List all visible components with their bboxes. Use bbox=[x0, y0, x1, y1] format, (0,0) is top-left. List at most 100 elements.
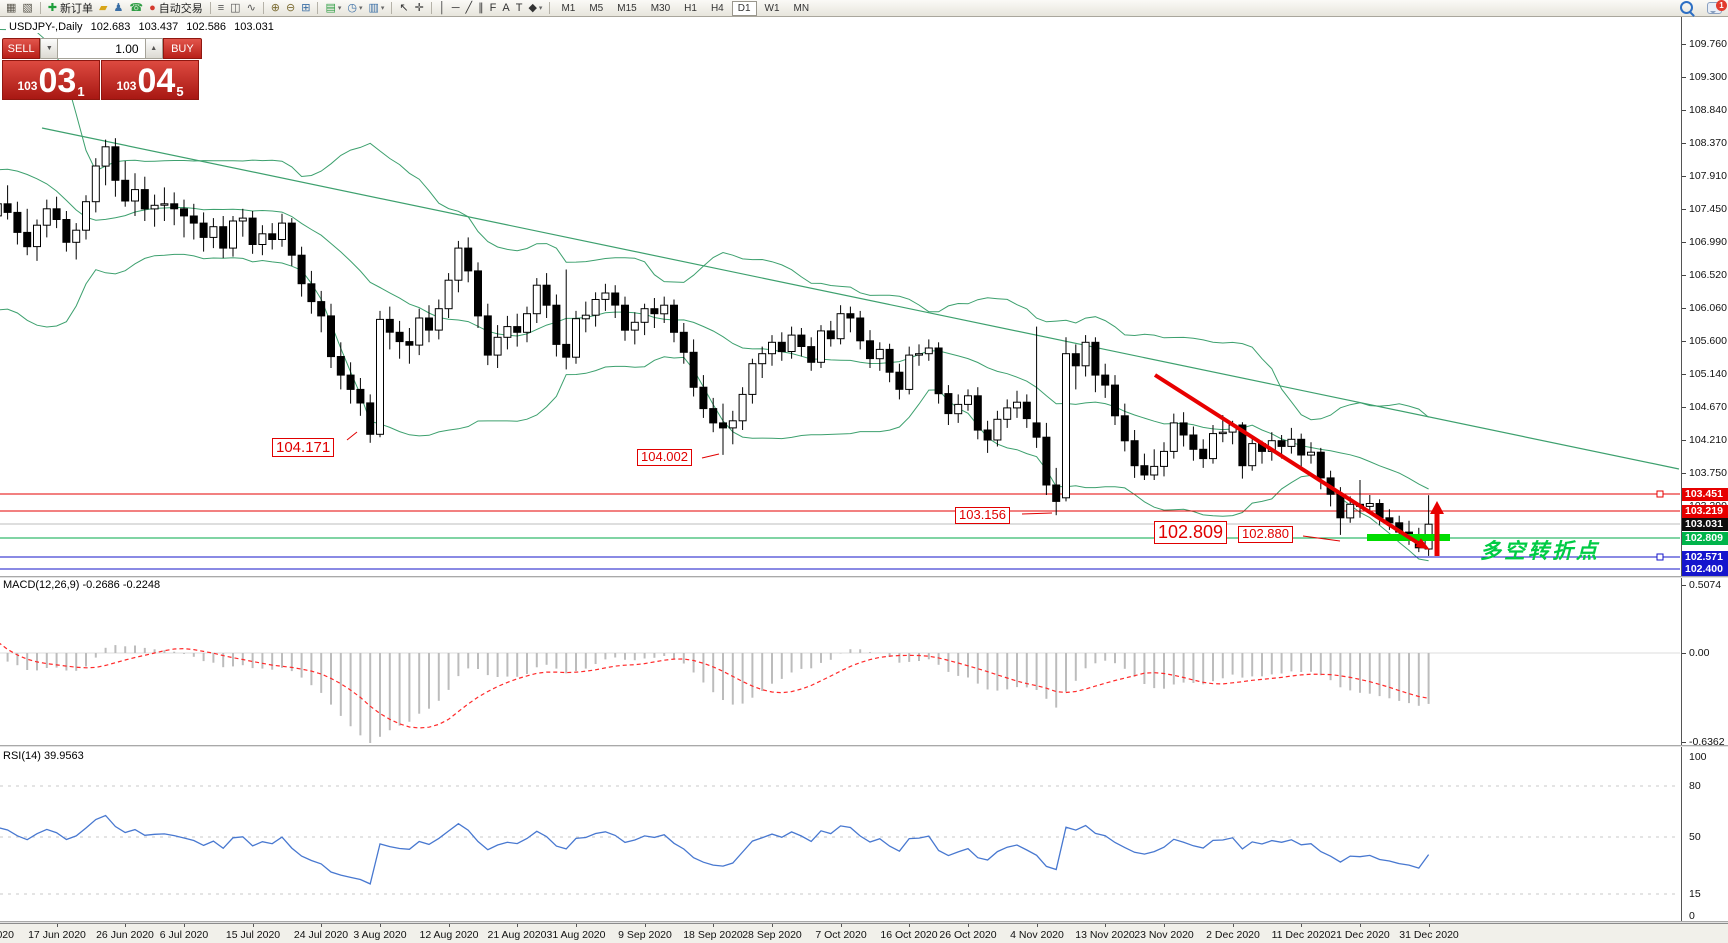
date-tick bbox=[576, 924, 577, 927]
rsi-axis-tick: 100 bbox=[1689, 751, 1707, 763]
cursor-icon[interactable]: ↖ bbox=[399, 1, 409, 14]
date-label: 21 Aug 2020 bbox=[487, 929, 547, 941]
chart-macd-separator[interactable] bbox=[0, 576, 1728, 578]
timeframe-m15[interactable]: M15 bbox=[617, 2, 637, 14]
date-tick bbox=[380, 924, 381, 927]
price-tick: 108.370 bbox=[1689, 137, 1727, 149]
buy-price-sup: 5 bbox=[176, 84, 184, 99]
price-tick-mark bbox=[1682, 341, 1686, 342]
macd-signal-line bbox=[0, 642, 1429, 729]
search-icon[interactable] bbox=[1680, 1, 1693, 14]
volume-decrease-button[interactable]: ▼ bbox=[40, 38, 59, 59]
timeframe-h4[interactable]: H4 bbox=[710, 2, 724, 14]
label-connector bbox=[701, 453, 720, 459]
hline-handle[interactable] bbox=[1656, 553, 1664, 561]
price-badge-103.219: 103.219 bbox=[1682, 505, 1728, 518]
timeframe-mn[interactable]: MN bbox=[793, 2, 810, 14]
trendline-icon[interactable]: ╱ bbox=[465, 1, 473, 14]
toolbar-separator bbox=[430, 2, 432, 14]
candlestick-chart-icon[interactable]: ◫ bbox=[230, 1, 241, 14]
data-window-icon[interactable]: ▧ bbox=[22, 1, 33, 14]
macd-layer bbox=[0, 642, 1680, 743]
date-label: 11 Dec 2020 bbox=[1271, 929, 1331, 941]
new-chart-icon[interactable]: ▤ ▾ bbox=[325, 1, 342, 14]
text-label-icon[interactable]: T bbox=[515, 1, 523, 14]
date-tick bbox=[449, 924, 450, 927]
price-tick-mark bbox=[1682, 77, 1686, 78]
sell-price-tile[interactable]: 103 03 1 bbox=[2, 60, 100, 100]
date-tick bbox=[1429, 924, 1430, 927]
gold-icon[interactable]: ▰ bbox=[99, 1, 108, 14]
descending-trendline[interactable] bbox=[41, 127, 1680, 470]
date-tick bbox=[1164, 924, 1165, 927]
line-chart-icon[interactable]: ∿ bbox=[246, 1, 256, 14]
toolbar-separator bbox=[317, 2, 319, 14]
price-annotation-104.002[interactable]: 104.002 bbox=[637, 449, 692, 466]
horizontal-line-icon[interactable]: ─ bbox=[451, 1, 460, 14]
zoom-in-icon[interactable]: ⊕ bbox=[270, 1, 280, 14]
chart-window-icon[interactable]: ▦ bbox=[6, 1, 17, 14]
zoom-out-icon[interactable]: ⊖ bbox=[286, 1, 296, 14]
date-tick bbox=[713, 924, 714, 927]
vertical-line-icon[interactable]: │ bbox=[438, 1, 446, 14]
templates-icon[interactable]: ▥ ▾ bbox=[368, 1, 385, 14]
quote-low: 102.586 bbox=[186, 21, 227, 33]
support-phone-icon[interactable]: ☎ bbox=[129, 1, 144, 14]
timeframe-h1[interactable]: H1 bbox=[684, 2, 697, 14]
price-tick: 107.450 bbox=[1689, 203, 1727, 215]
macd-axis-tick: 0.00 bbox=[1689, 647, 1710, 659]
text-icon[interactable]: A bbox=[502, 1, 510, 14]
sell-button[interactable]: SELL bbox=[2, 38, 41, 59]
volume-input[interactable]: 1.00 bbox=[58, 38, 145, 59]
price-badge-103.031: 103.031 bbox=[1682, 518, 1728, 531]
crosshair-icon[interactable]: ✛ bbox=[414, 1, 424, 14]
turning-point-note[interactable]: 多空转折点 bbox=[1480, 540, 1600, 563]
timeframe-m5[interactable]: M5 bbox=[589, 2, 604, 14]
price-tick: 105.600 bbox=[1689, 335, 1727, 347]
contacts-icon[interactable]: ♟ bbox=[113, 1, 124, 14]
date-tick bbox=[1037, 924, 1038, 927]
timeframe-w1[interactable]: W1 bbox=[764, 2, 780, 14]
volume-increase-button[interactable]: ▲ bbox=[144, 38, 163, 59]
price-annotation-102.809[interactable]: 102.809 bbox=[1154, 521, 1228, 544]
buy-button[interactable]: BUY bbox=[162, 38, 203, 59]
fibonacci-icon[interactable]: F bbox=[489, 1, 497, 14]
price-tick: 103.750 bbox=[1689, 467, 1727, 479]
timeframe-d1[interactable]: D1 bbox=[731, 0, 757, 16]
tile-windows-icon[interactable]: ⊞ bbox=[301, 1, 311, 14]
toolbar: ▦ ▧ ✚ 新订单 ▰ ♟ ☎ ● 自动交易 ≡ ◫ ∿ ⊕ ⊖ ⊞ ▤ ▾ ◷ ▾ ▥ ▾ ↖ ✛ │ ─ ╱ ∥ F A T ◆ ▾ M1 M… bbox=[0, 0, 1728, 17]
toolbar-separator bbox=[391, 2, 393, 14]
date-label: 31 Dec 2020 bbox=[1399, 929, 1459, 941]
price-annotation-104.171[interactable]: 104.171 bbox=[272, 438, 335, 458]
price-annotation-103.156[interactable]: 103.156 bbox=[955, 507, 1010, 524]
price-tick: 105.140 bbox=[1689, 368, 1727, 380]
downtrend-arrow[interactable] bbox=[1153, 373, 1420, 545]
timeframe-m30[interactable]: M30 bbox=[650, 2, 671, 14]
macd-rsi-separator[interactable] bbox=[0, 745, 1728, 747]
shapes-icon[interactable]: ◆ ▾ bbox=[528, 1, 543, 14]
notifications-icon[interactable]: 1 bbox=[1707, 0, 1727, 14]
reversal-up-arrowhead bbox=[1430, 501, 1444, 514]
date-tick bbox=[909, 924, 910, 927]
new-order-button[interactable]: ✚ 新订单 bbox=[47, 1, 94, 16]
timeframe-m1[interactable]: M1 bbox=[561, 2, 576, 14]
date-label: 6 Jul 2020 bbox=[159, 929, 209, 941]
bar-chart-icon[interactable]: ≡ bbox=[217, 1, 225, 14]
macd-axis-mark bbox=[1682, 742, 1686, 743]
buy-price-prefix: 103 bbox=[116, 79, 137, 93]
price-badge-102.400: 102.400 bbox=[1682, 563, 1728, 576]
macd-label: MACD(12,26,9) -0.2686 -0.2248 bbox=[3, 579, 161, 591]
buy-price-tile[interactable]: 103 04 5 bbox=[101, 60, 199, 100]
bollinger-band bbox=[0, 168, 1429, 490]
toolbar-separator bbox=[262, 2, 264, 14]
channel-icon[interactable]: ∥ bbox=[478, 1, 484, 14]
date-tick bbox=[517, 924, 518, 927]
hline-handle[interactable] bbox=[1656, 490, 1664, 498]
period-clock-icon[interactable]: ◷ ▾ bbox=[347, 1, 363, 14]
price-tick: 109.760 bbox=[1689, 38, 1727, 50]
price-annotation-102.880[interactable]: 102.880 bbox=[1238, 526, 1293, 543]
price-tick-mark bbox=[1682, 176, 1686, 177]
price-tick: 107.910 bbox=[1689, 170, 1727, 182]
date-label: 17 Jun 2020 bbox=[28, 929, 86, 941]
autotrading-button[interactable]: ● 自动交易 bbox=[149, 1, 203, 16]
